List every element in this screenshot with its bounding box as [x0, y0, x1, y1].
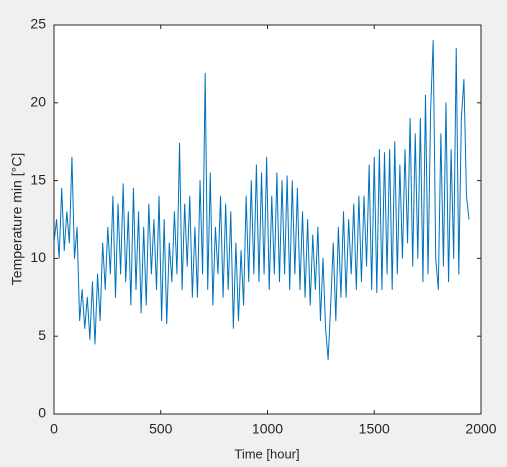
axes-box — [53, 24, 482, 415]
x-tick-label: 0 — [50, 421, 58, 437]
y-tick-label: 5 — [38, 327, 46, 343]
y-axis-label: Temperature min [°C] — [9, 153, 25, 285]
x-tick-label: 2000 — [465, 421, 496, 437]
x-axis-label: Time [hour] — [234, 446, 299, 461]
y-tick-label: 15 — [30, 171, 46, 187]
x-tick-label: 1000 — [252, 421, 283, 437]
y-tick-label: 10 — [30, 249, 46, 265]
y-tick-label: 0 — [38, 405, 46, 421]
x-tick-label: 1500 — [359, 421, 390, 437]
x-tick-label: 500 — [149, 421, 173, 437]
y-tick-label: 25 — [30, 16, 46, 32]
y-tick-label: 20 — [30, 94, 46, 110]
data-line — [53, 40, 470, 361]
